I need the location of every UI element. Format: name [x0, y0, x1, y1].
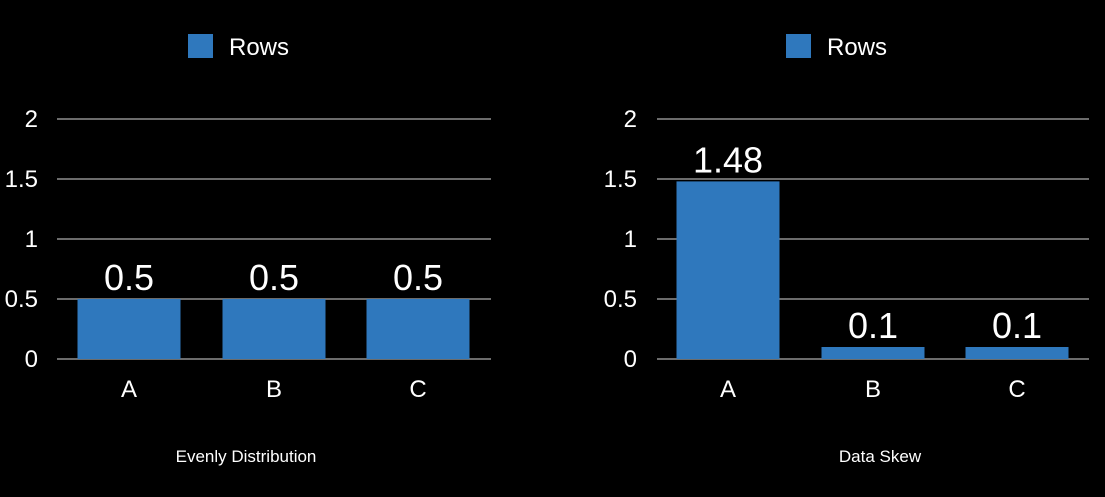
- y-tick-label: 0: [25, 346, 38, 373]
- x-tick-label: C: [1008, 376, 1025, 403]
- legend-swatch: [786, 34, 811, 58]
- y-tick-label: 1.5: [5, 166, 38, 193]
- y-tick-label: 0.5: [5, 286, 38, 313]
- x-tick-label: B: [266, 376, 282, 403]
- data-label: 1.48: [693, 139, 763, 180]
- x-tick-label: A: [720, 376, 736, 403]
- data-label: 0.1: [848, 305, 898, 346]
- bar: [821, 347, 925, 359]
- data-label: 0.5: [104, 257, 154, 298]
- y-tick-label: 1: [624, 226, 637, 253]
- bar: [222, 299, 326, 359]
- y-tick-label: 1: [25, 226, 38, 253]
- data-label: 0.5: [393, 257, 443, 298]
- y-tick-label: 1.5: [604, 166, 637, 193]
- legend-label: Rows: [827, 34, 887, 61]
- y-tick-label: 2: [624, 106, 637, 133]
- legend-label: Rows: [229, 34, 289, 61]
- x-tick-label: A: [121, 376, 137, 403]
- y-tick-label: 0.5: [604, 286, 637, 313]
- chart-0: 0 0.5 1 1.5 2 Rows 0.5 A 0.5 B 0.5 C Evenly Distribu…: [5, 34, 491, 466]
- chart-title: Data Skew: [839, 447, 922, 466]
- bar: [676, 181, 780, 359]
- bar: [366, 299, 470, 359]
- data-label: 0.5: [249, 257, 299, 298]
- x-tick-label: B: [865, 376, 881, 403]
- bar: [965, 347, 1069, 359]
- y-tick-label: 0: [624, 346, 637, 373]
- y-tick-label: 2: [25, 106, 38, 133]
- legend-swatch: [188, 34, 213, 58]
- x-tick-label: C: [409, 376, 426, 403]
- chart-title: Evenly Distribution: [176, 447, 317, 466]
- bar: [77, 299, 181, 359]
- chart-1: 0 0.5 1 1.5 2 Rows 1.48 A 0.1 B 0.1 C Data Skew: [604, 34, 1089, 466]
- data-label: 0.1: [992, 305, 1042, 346]
